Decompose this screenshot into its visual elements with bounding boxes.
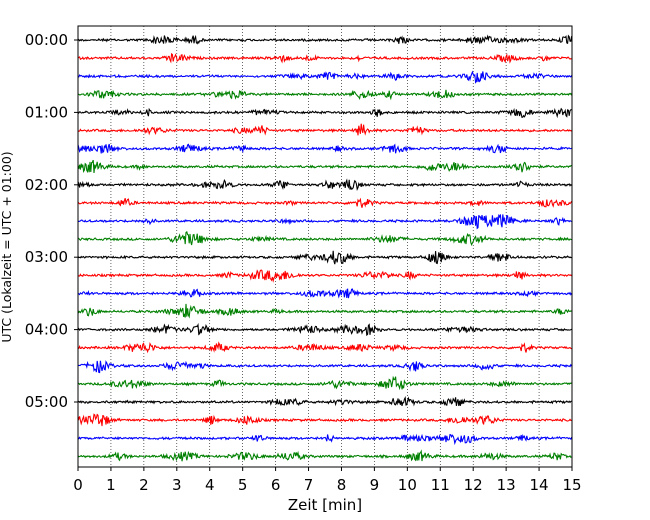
trace-row (77, 159, 572, 174)
trace-row (77, 250, 572, 265)
trace-row (77, 303, 572, 319)
trace-row (77, 413, 572, 427)
y-tick-label: 00:00 (25, 31, 68, 49)
x-tick-label: 2 (139, 476, 149, 494)
x-tick-label: 4 (205, 476, 215, 494)
x-tick-label: 15 (562, 476, 581, 494)
x-tick-label: 3 (172, 476, 182, 494)
trace-row (77, 288, 573, 299)
x-tick-label: 0 (73, 476, 83, 494)
trace-row (77, 70, 573, 84)
x-axis-label: Zeit [min] (288, 496, 362, 514)
trace-row (77, 34, 573, 45)
trace-row (77, 123, 572, 136)
y-tick-label: 03:00 (25, 248, 68, 266)
x-tick-label: 7 (304, 476, 314, 494)
trace-row (77, 107, 572, 119)
trace-row (77, 396, 572, 407)
trace-row (77, 360, 573, 374)
seismic-traces (77, 34, 573, 462)
x-tick-label: 8 (337, 476, 347, 494)
plot-background (78, 26, 572, 467)
x-tick-label: 6 (271, 476, 281, 494)
x-tick-label: 9 (370, 476, 380, 494)
trace-row (77, 52, 572, 64)
x-axis-ticks: 0 1 2 3 4 5 6 7 8 9 10 11 12 13 14 15 (73, 467, 582, 494)
trace-row (77, 230, 572, 246)
x-tick-label: 11 (431, 476, 450, 494)
x-tick-label: 1 (106, 476, 116, 494)
x-tick-label: 14 (530, 476, 549, 494)
y-tick-label: 05:00 (25, 393, 68, 411)
trace-row (77, 213, 572, 230)
trace-row (77, 269, 573, 283)
trace-row (77, 449, 572, 462)
trace-row (77, 197, 573, 208)
trace-row (77, 322, 572, 337)
y-tick-label: 02:00 (25, 176, 68, 194)
x-tick-label: 10 (398, 476, 417, 494)
x-tick-label: 12 (464, 476, 483, 494)
trace-row (77, 89, 573, 101)
trace-row (77, 433, 573, 446)
y-tick-label: 04:00 (25, 321, 68, 339)
trace-row (77, 341, 572, 354)
trace-row (77, 143, 572, 154)
trace-row (77, 375, 572, 391)
y-tick-label: 01:00 (25, 103, 68, 121)
trace-row (77, 178, 573, 191)
plot-frame (77, 25, 573, 468)
x-tick-label: 5 (238, 476, 248, 494)
x-tick-label: 13 (497, 476, 516, 494)
y-axis-label: UTC (Lokalzeit = UTC + 01:00) (0, 151, 14, 342)
y-axis-ticks: 00:00 01:00 02:00 03:00 04:00 05:00 (25, 31, 78, 411)
